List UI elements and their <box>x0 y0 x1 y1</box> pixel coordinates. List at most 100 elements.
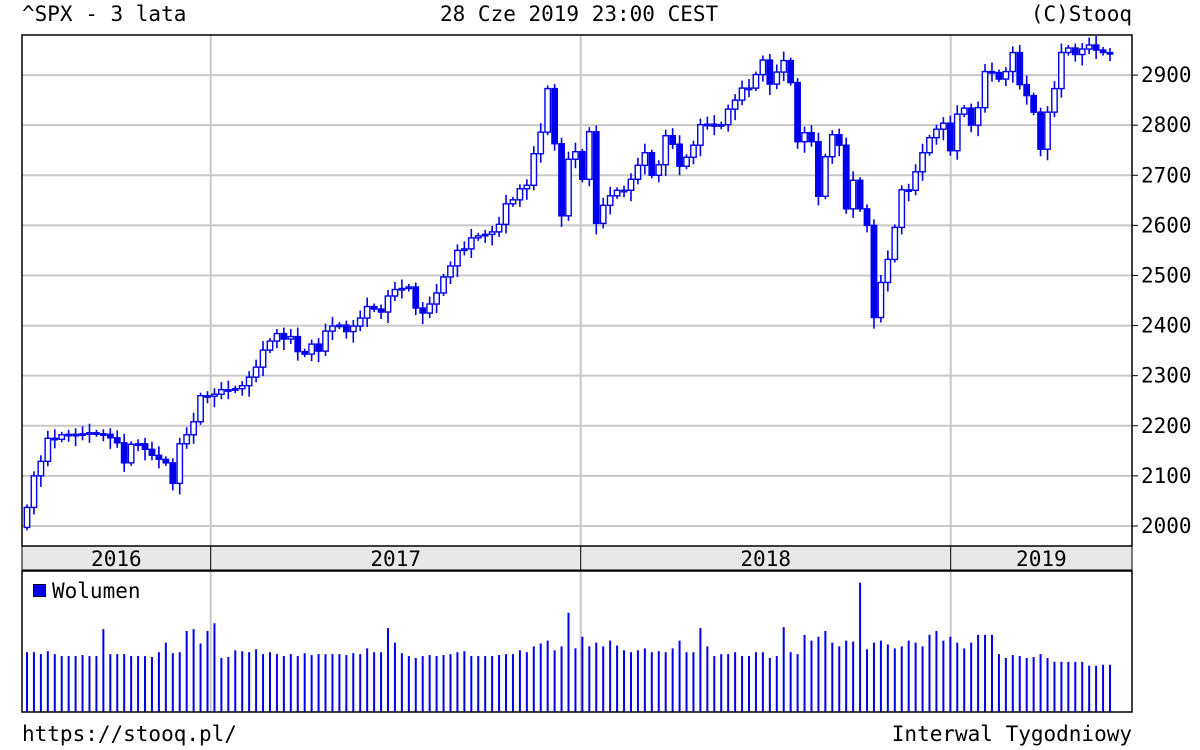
candle-body <box>1030 94 1038 113</box>
candle-body <box>780 59 788 73</box>
candle-body <box>641 152 649 166</box>
source-url[interactable]: https://stooq.pl/ <box>22 722 237 746</box>
candle-body <box>697 123 704 146</box>
candle-body <box>162 458 170 464</box>
volume-legend-swatch <box>33 584 46 597</box>
candle-body <box>211 393 218 397</box>
candle-body <box>974 106 982 126</box>
candle-body <box>710 123 718 127</box>
interval-label: Interwal Tygodniowy <box>891 722 1132 746</box>
candle-body <box>703 123 711 127</box>
y-tick-label: 2900 <box>1141 63 1192 87</box>
y-tick-label: 2000 <box>1141 514 1192 538</box>
candle-body <box>585 130 593 180</box>
y-tick-label: 2800 <box>1141 113 1192 137</box>
candle-body <box>759 59 767 76</box>
candle-body <box>37 460 45 477</box>
candle-body <box>856 179 864 210</box>
candle-body <box>724 108 732 126</box>
candle-body <box>1016 51 1024 86</box>
candle-body <box>995 71 1003 80</box>
candle-body <box>474 235 482 239</box>
candle-body <box>523 184 531 190</box>
candle-body <box>960 107 968 115</box>
candle-body <box>273 332 281 342</box>
candle-body <box>370 305 378 310</box>
candle-body <box>620 189 628 193</box>
candle-body <box>197 395 204 423</box>
candle-body <box>460 248 468 252</box>
candle-body <box>30 475 38 509</box>
candle-body <box>72 433 79 437</box>
candle-body <box>329 325 336 332</box>
copyright-label: (C)Stooq <box>1030 2 1132 26</box>
x-axis-band <box>21 545 1133 571</box>
candle-body <box>224 388 232 392</box>
candle-body <box>467 237 475 250</box>
candle-body <box>259 349 267 368</box>
candle-body <box>842 144 850 210</box>
candle-body <box>627 178 635 192</box>
candle-body <box>384 295 392 313</box>
candle-body <box>322 330 329 352</box>
candle-body <box>488 231 496 236</box>
volume-legend-label: Wolumen <box>52 579 141 603</box>
candle-body <box>599 204 607 225</box>
candle-body <box>308 343 316 355</box>
candle-body <box>204 395 211 398</box>
candle-body <box>148 448 156 457</box>
candle-body <box>391 288 399 297</box>
candle-body <box>745 87 753 91</box>
y-tick-label: 2300 <box>1141 364 1192 388</box>
candle-body <box>280 332 288 340</box>
candle-body <box>648 152 656 176</box>
candle-body <box>794 81 801 143</box>
candle-body <box>516 188 524 201</box>
candle-body <box>634 164 642 180</box>
y-tick-label: 2400 <box>1141 314 1192 338</box>
candle-body <box>1064 47 1072 54</box>
candle-body <box>787 59 795 84</box>
candle-body <box>530 153 538 186</box>
candle-body <box>537 131 545 155</box>
candle-body <box>481 233 489 237</box>
chart-date: 28 Cze 2019 23:00 CEST <box>440 2 719 26</box>
candle-body <box>217 388 225 395</box>
candle-body <box>93 432 100 435</box>
candle-body <box>1092 44 1100 51</box>
candle-body <box>99 433 107 436</box>
candle-body <box>1099 49 1107 54</box>
candle-body <box>592 130 600 225</box>
y-tick-label: 2700 <box>1141 163 1192 187</box>
candle-body <box>120 442 128 464</box>
candle-body <box>981 70 989 109</box>
candle-body <box>238 384 246 390</box>
candle-body <box>79 433 86 436</box>
candle-body <box>884 258 892 284</box>
candle-body <box>502 203 510 226</box>
candle-body <box>419 307 427 314</box>
candle-body <box>870 224 878 319</box>
candle-body <box>835 133 843 146</box>
candle-body <box>51 437 59 441</box>
candle-body <box>849 179 857 210</box>
candle-body <box>766 59 774 85</box>
candle-body <box>1085 44 1093 50</box>
candle-body <box>1106 51 1114 55</box>
candle-body <box>342 324 350 333</box>
candle-body <box>558 143 565 217</box>
candle-body <box>287 335 295 340</box>
candle-body <box>808 131 815 143</box>
candle-body <box>106 433 114 439</box>
candle-body <box>815 141 822 198</box>
y-tick-label: 2200 <box>1141 414 1192 438</box>
candle-body <box>1078 48 1086 56</box>
candle-body <box>176 443 184 485</box>
candle-body <box>44 437 52 463</box>
volume-plot-frame <box>21 570 1133 713</box>
candle-body <box>363 305 371 319</box>
candle-body <box>1044 111 1051 150</box>
candle-body <box>440 276 447 294</box>
candle-body <box>155 454 163 461</box>
